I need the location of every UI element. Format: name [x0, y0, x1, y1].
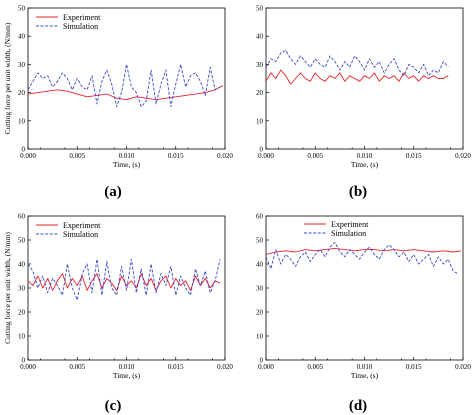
chart-3-y-tick-label: 20	[18, 309, 26, 317]
chart-4-y-tick-label: 50	[256, 237, 264, 245]
chart-3-y-tick-label: 10	[18, 333, 26, 341]
chart-4-y-tick-label: 30	[256, 285, 264, 293]
chart-1-x-axis-title: Time, (s)	[113, 160, 141, 169]
chart-2-x-tick-label: 0.010	[357, 152, 373, 160]
chart-3-legend-label-experiment: Experiment	[63, 221, 101, 230]
chart-2-series-line-2-line	[265, 49, 449, 77]
chart-1-panel-label: (a)	[104, 184, 122, 200]
chart-1-series-experiment-line	[27, 85, 224, 101]
chart-3-x-axis-title: Time, (s)	[113, 371, 141, 380]
chart-2-x-axis-title: Time, (s)	[351, 160, 379, 169]
chart-3-x-tick-label: 0.010	[119, 363, 135, 371]
chart-3-series-experiment-line	[27, 273, 221, 291]
chart-1-y-tick-label: 40	[18, 33, 26, 41]
chart-3-legend-label-simulation: Simulation	[63, 230, 98, 239]
chart-1-x-tick-label: 0.015	[168, 152, 184, 160]
chart-4-x-tick-label: 0.010	[357, 363, 373, 371]
chart-1-x-tick-label: 0.005	[69, 152, 85, 160]
chart-4-series-simulation-line	[265, 241, 459, 275]
chart-1-x-tick-label: 0.020	[217, 152, 233, 160]
chart-3-panel-label: (c)	[105, 398, 122, 414]
chart-4-legend-label-simulation: Simulation	[331, 229, 366, 238]
chart-1-y-axis-title: Cutting force per unit width, (N/mm)	[3, 22, 12, 134]
chart-4-x-axis-title: Time, (s)	[351, 371, 379, 380]
chart-2-y-tick-label: 30	[256, 61, 264, 69]
chart-4-y-tick-label: 20	[256, 309, 264, 317]
chart-3-series-simulation-line	[27, 258, 221, 301]
chart-4-legend-label-experiment: Experiment	[331, 220, 369, 229]
chart-4-y-tick-label: 0	[260, 357, 264, 365]
chart-1-legend-label-simulation: Simulation	[63, 22, 98, 31]
chart-2-x-tick-label: 0.000	[258, 152, 274, 160]
chart-3-x-tick-label: 0.020	[217, 363, 233, 371]
chart-2-y-tick-label: 0	[260, 146, 264, 154]
chart-4-x-tick-label: 0.015	[406, 363, 422, 371]
chart-1-y-tick-label: 10	[18, 117, 26, 125]
chart-2-y-tick-label: 50	[256, 5, 264, 13]
chart-1-x-tick-label: 0.000	[20, 152, 36, 160]
chart-3-x-tick-label: 0.000	[20, 363, 36, 371]
chart-1-y-tick-label: 50	[18, 5, 26, 13]
chart-2-series-line-1-line	[265, 69, 449, 85]
chart-3-y-axis-title: Cutting force per unit width, (N/mm)	[3, 232, 12, 344]
chart-1-plot-frame	[27, 7, 226, 150]
chart-4-panel-label: (d)	[349, 398, 367, 414]
chart-1-x-tick-label: 0.010	[119, 152, 135, 160]
chart-4-x-tick-label: 0.005	[307, 363, 323, 371]
chart-4-x-tick-label: 0.020	[455, 363, 471, 371]
chart-4-y-tick-label: 40	[256, 261, 264, 269]
chart-2-y-tick-label: 10	[256, 117, 264, 125]
chart-2-panel-label: (b)	[349, 184, 367, 200]
chart-3-y-tick-label: 0	[22, 357, 26, 365]
chart-2-y-tick-label: 40	[256, 33, 264, 41]
chart-4-series-experiment-line	[265, 247, 462, 255]
chart-2-x-tick-label: 0.020	[455, 152, 471, 160]
chart-2-x-tick-label: 0.015	[406, 152, 422, 160]
chart-1-y-tick-label: 20	[18, 89, 26, 97]
chart-3-x-tick-label: 0.005	[69, 363, 85, 371]
chart-1-y-tick-label: 0	[22, 146, 26, 154]
chart-1-y-tick-label: 30	[18, 61, 26, 69]
chart-3-y-tick-label: 40	[18, 261, 26, 269]
chart-3-y-tick-label: 30	[18, 285, 26, 293]
chart-3-x-tick-label: 0.015	[168, 363, 184, 371]
chart-4-x-tick-label: 0.000	[258, 363, 274, 371]
chart-1-series-simulation-line	[27, 63, 221, 108]
chart-1-legend-label-experiment: Experiment	[63, 13, 101, 22]
chart-3-y-tick-label: 50	[18, 237, 26, 245]
chart-3-y-tick-label: 60	[18, 213, 26, 221]
chart-2-x-tick-label: 0.005	[307, 152, 323, 160]
chart-2-y-tick-label: 20	[256, 89, 264, 97]
chart-4-y-tick-label: 60	[256, 213, 264, 221]
chart-4-y-tick-label: 10	[256, 333, 264, 341]
